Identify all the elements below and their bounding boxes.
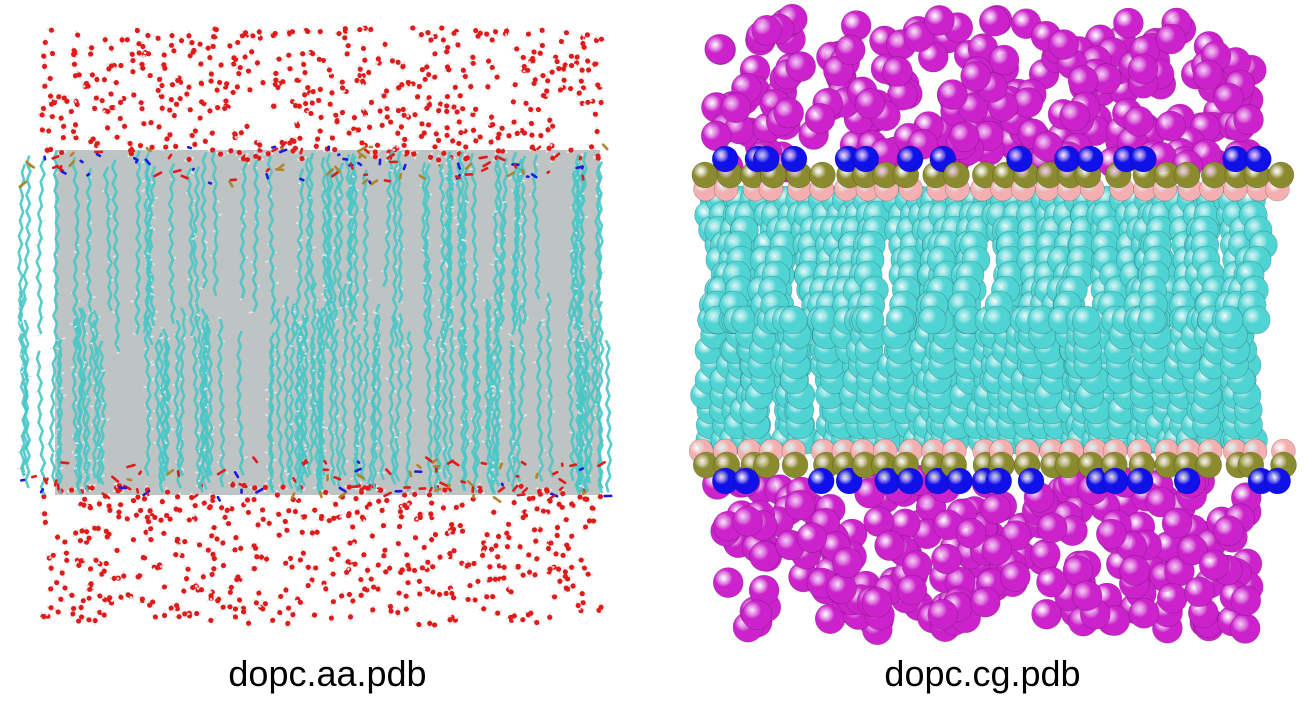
coarse-grained-caption: dopc.cg.pdb: [884, 653, 1081, 694]
all-atom-molecules: [16, 24, 613, 629]
all-atom-panel: dopc.aa.pdb: [16, 24, 613, 694]
all-atom-caption: dopc.aa.pdb: [228, 653, 427, 694]
coarse-grained-bilayer-render: [688, 3, 1297, 646]
all-atom-bilayer-render: [16, 24, 613, 629]
coarse-grained-panel: dopc.cg.pdb: [655, 0, 1310, 704]
coarse-grained-beads: [688, 3, 1297, 646]
